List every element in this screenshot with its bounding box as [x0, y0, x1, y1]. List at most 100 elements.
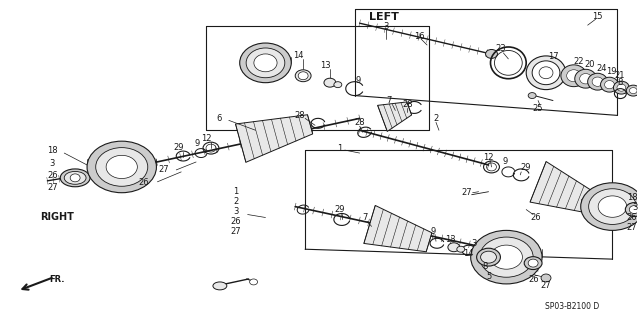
Polygon shape	[236, 115, 313, 162]
Text: 9: 9	[195, 139, 200, 148]
Ellipse shape	[600, 77, 618, 92]
Ellipse shape	[213, 282, 227, 290]
Ellipse shape	[246, 48, 285, 78]
Text: 27: 27	[47, 183, 58, 192]
Text: 7: 7	[387, 96, 392, 105]
Ellipse shape	[526, 56, 566, 90]
Ellipse shape	[629, 206, 639, 213]
Ellipse shape	[566, 70, 581, 82]
Text: 3: 3	[471, 239, 476, 248]
Text: 3: 3	[384, 22, 389, 31]
Text: 17: 17	[548, 52, 558, 61]
Text: 22: 22	[573, 57, 584, 66]
Text: 23: 23	[495, 44, 506, 53]
Text: 28: 28	[295, 111, 305, 120]
Text: 14: 14	[463, 249, 474, 258]
Ellipse shape	[630, 88, 637, 94]
Text: 26: 26	[531, 213, 541, 222]
Text: 27: 27	[627, 223, 637, 232]
Text: 27: 27	[461, 188, 472, 197]
Ellipse shape	[588, 73, 607, 90]
Text: 28: 28	[355, 118, 365, 127]
Ellipse shape	[524, 257, 542, 269]
Ellipse shape	[477, 248, 500, 266]
Ellipse shape	[613, 81, 629, 94]
Ellipse shape	[324, 78, 336, 87]
Ellipse shape	[532, 61, 560, 85]
Ellipse shape	[528, 92, 536, 99]
Ellipse shape	[589, 189, 636, 224]
Ellipse shape	[240, 43, 291, 83]
Text: 8: 8	[618, 78, 623, 87]
Ellipse shape	[96, 148, 148, 186]
Text: 7: 7	[362, 213, 367, 222]
Ellipse shape	[627, 85, 640, 96]
Text: 3: 3	[233, 207, 239, 216]
Text: SP03-B2100 D: SP03-B2100 D	[545, 302, 599, 311]
Text: 5: 5	[486, 272, 491, 282]
Ellipse shape	[250, 279, 257, 285]
Text: 29: 29	[335, 205, 345, 214]
Ellipse shape	[334, 82, 342, 88]
Text: 15: 15	[592, 12, 603, 21]
Ellipse shape	[70, 174, 80, 182]
Ellipse shape	[575, 69, 596, 88]
Ellipse shape	[60, 169, 90, 187]
Text: 2: 2	[233, 197, 238, 206]
Ellipse shape	[541, 274, 551, 282]
Text: 1: 1	[337, 144, 342, 153]
Text: 13: 13	[319, 61, 330, 70]
Ellipse shape	[605, 81, 614, 89]
Text: 6: 6	[216, 114, 221, 123]
Ellipse shape	[592, 77, 603, 86]
Text: RIGHT: RIGHT	[40, 212, 74, 222]
Text: 21: 21	[614, 71, 625, 80]
Text: 27: 27	[158, 165, 169, 174]
Polygon shape	[530, 162, 599, 214]
Ellipse shape	[254, 54, 277, 72]
Text: 12: 12	[483, 153, 494, 162]
Text: 26: 26	[47, 172, 58, 180]
Text: 19: 19	[606, 67, 617, 76]
Text: 9: 9	[355, 76, 360, 85]
Text: 26: 26	[529, 276, 540, 284]
Text: 12: 12	[201, 134, 211, 143]
Text: 24: 24	[596, 64, 607, 73]
Text: 16: 16	[414, 32, 424, 41]
Text: 26: 26	[627, 213, 637, 222]
Text: 29: 29	[173, 143, 184, 152]
Text: 29: 29	[520, 164, 531, 172]
Ellipse shape	[295, 70, 311, 82]
Text: 26: 26	[230, 217, 241, 226]
Ellipse shape	[298, 72, 308, 80]
Text: 18: 18	[627, 193, 637, 202]
Ellipse shape	[561, 65, 587, 87]
Ellipse shape	[87, 141, 156, 193]
Text: 14: 14	[293, 52, 303, 60]
Ellipse shape	[598, 196, 627, 217]
Ellipse shape	[528, 259, 538, 267]
Ellipse shape	[479, 237, 533, 277]
Text: 26: 26	[138, 178, 149, 187]
Ellipse shape	[448, 243, 460, 252]
Text: 2: 2	[433, 114, 438, 123]
Polygon shape	[378, 102, 412, 132]
Text: 1: 1	[233, 187, 238, 196]
Text: 13: 13	[445, 235, 456, 244]
Ellipse shape	[481, 251, 497, 263]
Ellipse shape	[64, 172, 86, 184]
Text: 3: 3	[632, 203, 637, 212]
Polygon shape	[364, 205, 432, 252]
Text: 25: 25	[533, 104, 543, 113]
Ellipse shape	[457, 246, 465, 252]
Text: FR.: FR.	[49, 276, 65, 284]
Ellipse shape	[470, 230, 542, 284]
Text: 18: 18	[47, 146, 58, 155]
Ellipse shape	[580, 74, 591, 84]
Text: 27: 27	[541, 281, 551, 290]
Text: 8: 8	[483, 261, 488, 271]
Text: LEFT: LEFT	[369, 12, 399, 22]
Ellipse shape	[486, 50, 497, 58]
Ellipse shape	[617, 84, 626, 91]
Text: 20: 20	[584, 60, 595, 69]
